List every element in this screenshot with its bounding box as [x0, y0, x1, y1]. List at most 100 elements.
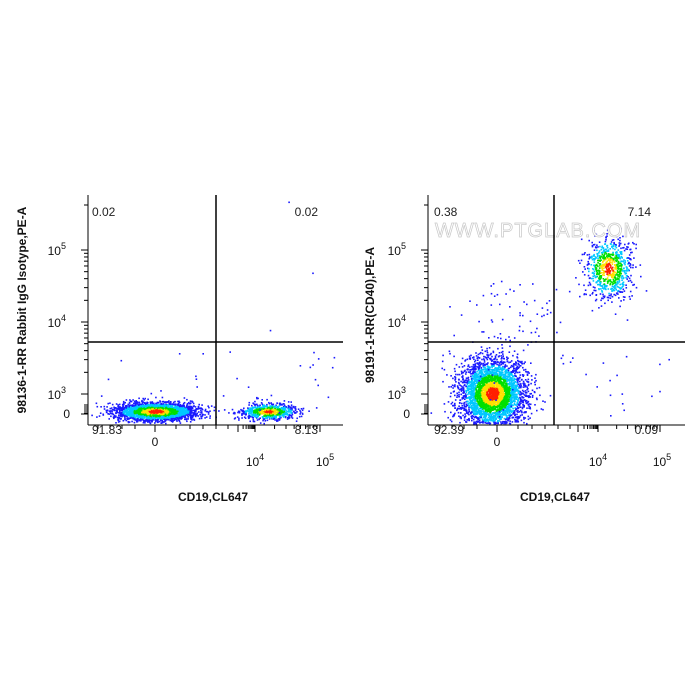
event-dot [184, 418, 186, 421]
event-dot [136, 414, 139, 416]
event-dot [238, 419, 240, 421]
event-dot [184, 410, 187, 413]
event-dot [263, 411, 265, 413]
event-dot [144, 413, 147, 416]
event-dot [258, 410, 260, 413]
event-dot [260, 413, 263, 415]
event-dot [136, 407, 138, 409]
event-dot [471, 365, 473, 368]
event-dot [266, 411, 268, 414]
event-dot [263, 406, 265, 409]
event-dot [195, 415, 197, 418]
event-dot [518, 371, 521, 374]
event-dot [536, 409, 538, 412]
event-dot [108, 418, 110, 420]
event-dot [261, 416, 264, 418]
event-dot [122, 412, 124, 415]
event-dot [514, 372, 516, 375]
event-dot [525, 391, 528, 394]
event-dot [483, 378, 486, 381]
event-dot [268, 409, 271, 412]
event-dot [169, 407, 171, 409]
event-dot [124, 406, 126, 409]
event-dot [263, 422, 265, 425]
event-dot [140, 406, 143, 408]
event-dot [160, 422, 162, 424]
event-dot [487, 362, 489, 364]
event-dot [163, 412, 166, 415]
event-dot [285, 413, 288, 415]
event-dot [158, 411, 160, 413]
event-dot [253, 420, 256, 423]
event-dot [238, 417, 240, 420]
event-dot [181, 404, 184, 407]
event-dot [153, 412, 155, 415]
event-dot [146, 420, 148, 422]
event-dot [267, 410, 269, 413]
event-dot [205, 410, 208, 413]
event-dot [204, 414, 206, 416]
event-dot [262, 404, 264, 407]
event-dot [522, 374, 525, 376]
event-dot [463, 408, 466, 410]
event-dot [170, 412, 173, 415]
event-dot [463, 380, 466, 382]
event-dot [204, 408, 207, 411]
event-dot [251, 410, 253, 413]
event-dot [285, 406, 287, 408]
event-dot [509, 372, 511, 375]
event-dot [190, 413, 192, 416]
event-dot [152, 415, 155, 417]
event-dot [281, 410, 283, 412]
event-dot [519, 380, 521, 383]
event-dot [156, 417, 159, 419]
event-dot [163, 401, 166, 404]
event-dot [131, 414, 134, 417]
event-dot [174, 412, 177, 414]
event-dot [257, 410, 259, 413]
event-dot [183, 406, 186, 408]
event-dot [96, 416, 98, 418]
event-dot [162, 410, 165, 413]
event-dot [269, 405, 272, 407]
event-dot [519, 403, 521, 405]
event-dot [473, 358, 475, 361]
event-dot [168, 418, 170, 421]
event-dot [240, 408, 242, 411]
event-dot [520, 393, 522, 396]
event-dot [278, 408, 280, 411]
event-dot [285, 409, 287, 412]
event-dot [284, 416, 287, 419]
event-dot [317, 384, 319, 387]
event-dot [527, 401, 529, 404]
event-dot [163, 421, 166, 423]
event-dot [149, 421, 151, 424]
event-dot [273, 415, 276, 417]
event-dot [479, 380, 482, 383]
event-dot [136, 409, 139, 412]
event-dot [241, 414, 243, 417]
event-dot [272, 414, 274, 416]
event-dot [136, 401, 138, 404]
event-dot [483, 355, 485, 358]
event-dot [475, 391, 477, 394]
event-dot [301, 409, 304, 412]
event-dot [534, 383, 536, 386]
event-dot [199, 407, 202, 410]
event-dot [198, 403, 200, 406]
event-dot [486, 351, 489, 354]
event-dot [183, 413, 185, 415]
event-dot [262, 419, 264, 422]
event-dot [163, 408, 165, 411]
event-dot [468, 413, 470, 416]
event-dot [185, 407, 187, 410]
event-dot [257, 397, 259, 400]
event-dot [527, 404, 530, 406]
event-dot [123, 403, 125, 406]
event-dot [130, 411, 132, 414]
event-dot [172, 410, 175, 413]
event-dot [528, 383, 530, 386]
event-dot [268, 412, 271, 414]
event-dot [251, 404, 253, 407]
event-dot [200, 411, 202, 414]
